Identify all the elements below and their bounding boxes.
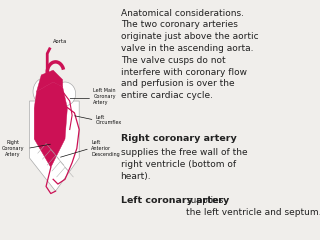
- Text: supplies the free wall of the
right ventricle (bottom of
heart).: supplies the free wall of the right vent…: [121, 149, 247, 181]
- Text: Aorta: Aorta: [53, 39, 68, 44]
- Text: Left
Anterior
Descending: Left Anterior Descending: [91, 140, 120, 157]
- Polygon shape: [29, 101, 79, 191]
- Text: Left
Circumflex: Left Circumflex: [96, 115, 122, 126]
- Text: Left coronary artery: Left coronary artery: [121, 196, 229, 205]
- Ellipse shape: [33, 77, 59, 106]
- Text: supplies
the left ventricle and septum.: supplies the left ventricle and septum.: [187, 196, 320, 217]
- Polygon shape: [36, 70, 63, 91]
- Text: Left Main
Coronary
Artery: Left Main Coronary Artery: [93, 88, 116, 105]
- Text: Anatomical considerations.
The two coronary arteries
originate just above the ao: Anatomical considerations. The two coron…: [121, 8, 258, 100]
- Polygon shape: [34, 82, 67, 168]
- Text: Right coronary artery: Right coronary artery: [121, 134, 236, 143]
- Ellipse shape: [54, 82, 76, 106]
- Text: Right
Coronary
Artery: Right Coronary Artery: [2, 140, 24, 157]
